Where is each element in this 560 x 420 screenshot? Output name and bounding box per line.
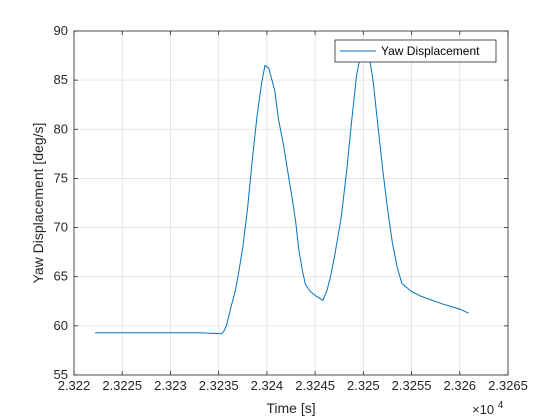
- legend-box: [334, 39, 497, 63]
- x-axis-label: Time [s]: [266, 400, 315, 416]
- x-tick-label: 2.3225: [102, 378, 142, 393]
- series-layer: [95, 44, 469, 335]
- y-axis-label: Yaw Displacement [deg/s]: [30, 123, 46, 284]
- x-tick-label: 2.324: [251, 378, 284, 393]
- x-tick-label: 2.3265: [488, 378, 528, 393]
- y-tick-label: 80: [54, 121, 68, 136]
- x-tick-label: 2.326: [444, 378, 477, 393]
- plot-frame: [73, 30, 509, 376]
- legend-entry: Yaw Displacement: [381, 44, 480, 58]
- ticks: 2.322 2.3225 2.323 2.3235 2.324 2.3245 2.325 2.…: [54, 23, 528, 393]
- y-tick-label: 90: [54, 23, 68, 38]
- series-line-yaw-displacement: [95, 44, 469, 335]
- y-tick-label: 60: [54, 318, 68, 333]
- legend: Yaw Displacement: [334, 39, 497, 63]
- x-multiplier-base: ×10: [472, 402, 494, 417]
- x-tick-label: 2.325: [347, 378, 380, 393]
- x-axis-multiplier: ×10 4: [472, 400, 504, 417]
- y-tick-label: 70: [54, 220, 68, 235]
- x-tick-label: 2.3255: [392, 378, 432, 393]
- x-tick-label: 2.3235: [199, 378, 239, 393]
- grid: [73, 30, 509, 376]
- y-tick-label: 85: [54, 72, 68, 87]
- x-multiplier-exponent: 4: [498, 400, 504, 411]
- x-tick-label: 2.3245: [295, 378, 335, 393]
- y-tick-label: 55: [54, 367, 68, 382]
- y-tick-label: 75: [54, 170, 68, 185]
- x-tick-label: 2.323: [154, 378, 187, 393]
- x-tick-label: 2.322: [58, 378, 91, 393]
- y-tick-label: 65: [54, 269, 68, 284]
